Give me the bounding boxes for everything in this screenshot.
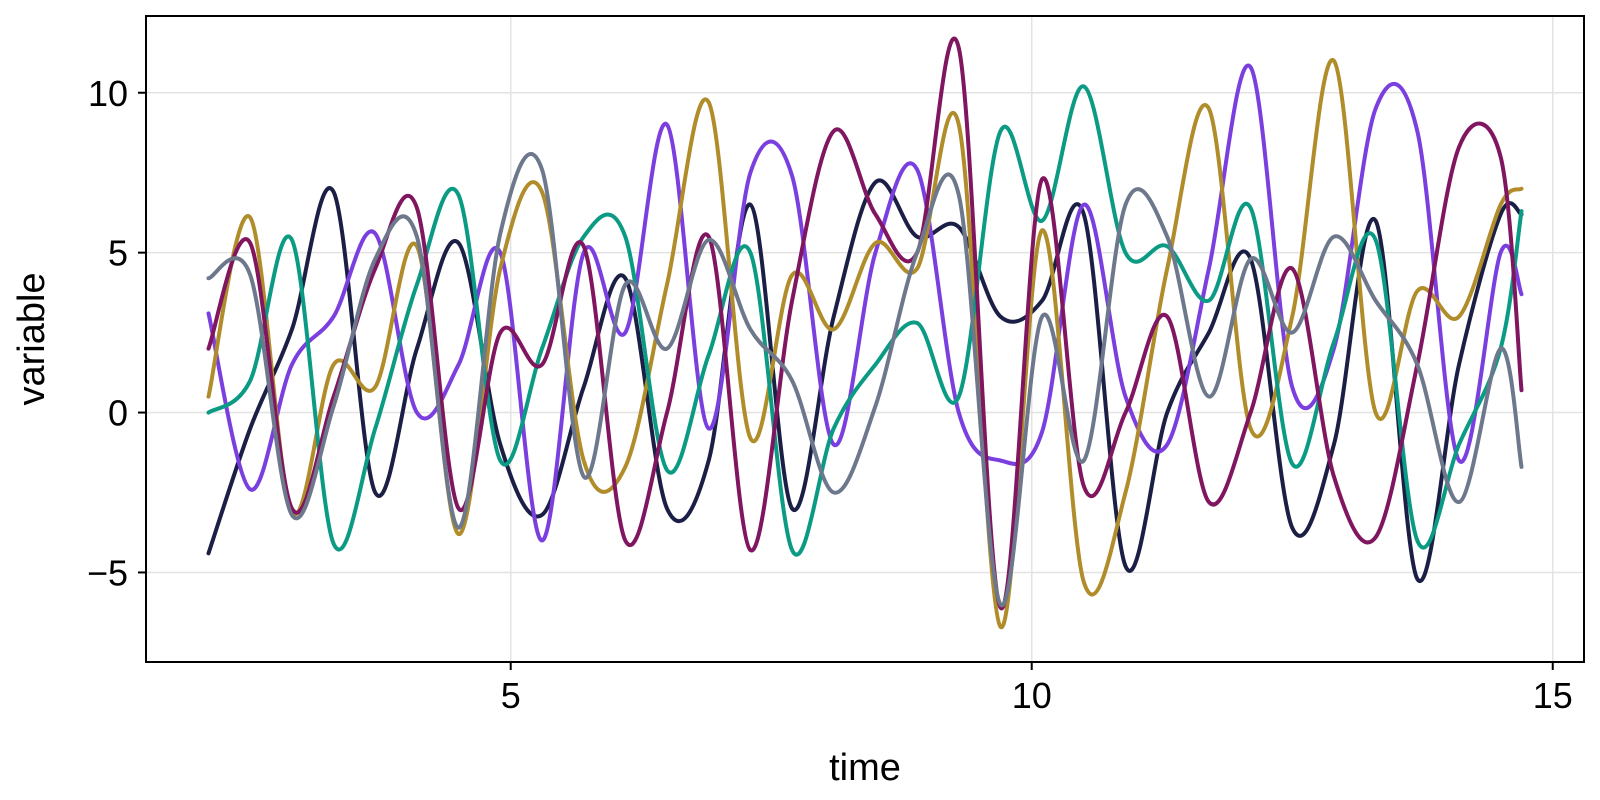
series-line-3 [206,58,1524,629]
series-line-6 [206,152,1524,608]
series-group [206,36,1524,629]
x-axis-title: time [829,747,901,789]
x-tick-label: 15 [1533,675,1573,716]
x-tick-label: 10 [1012,675,1052,716]
series-line-5 [206,36,1524,610]
series-line-1 [206,178,1524,584]
series-line-2 [206,63,1524,543]
y-tick-label: 10 [88,73,128,114]
series-line-4 [206,84,1524,557]
axis-ticks: 5 10 15 −5 0 5 10 [87,73,1573,716]
y-tick-label: 0 [108,393,128,434]
x-tick-label: 5 [501,675,521,716]
y-tick-label: −5 [87,552,128,593]
grid [146,16,1584,662]
plot-frame [145,15,1585,663]
y-axis-title: variable [11,272,53,405]
y-tick-label: 5 [108,233,128,274]
